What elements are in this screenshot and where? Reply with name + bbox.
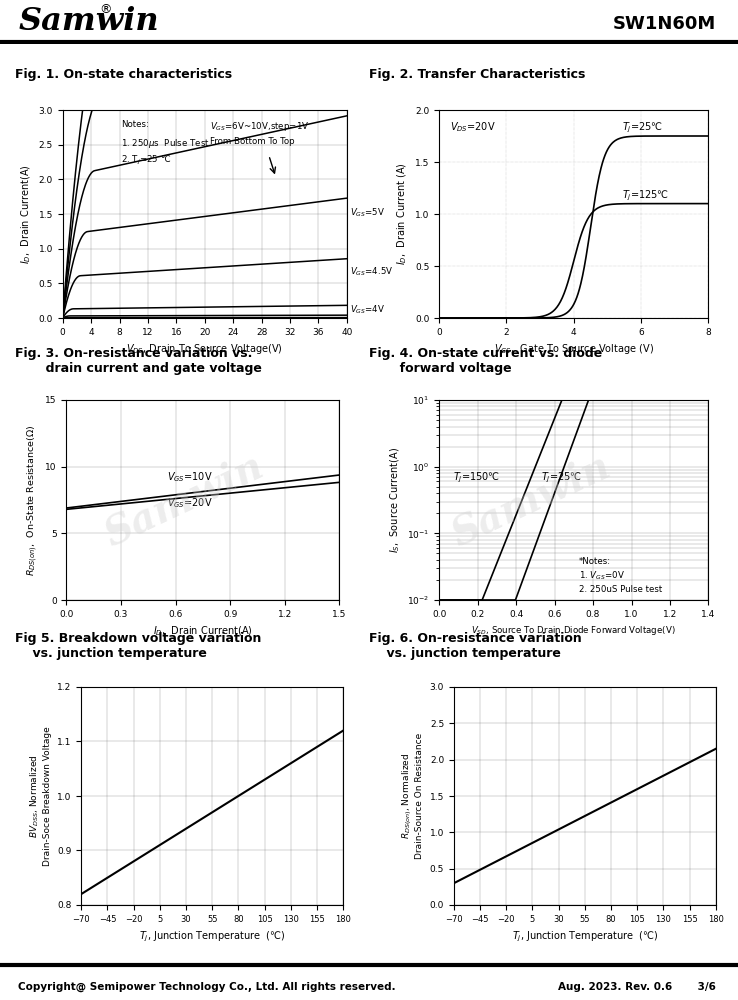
Text: 2. T$_j$=25 ℃: 2. T$_j$=25 ℃ xyxy=(121,154,171,167)
Text: $V_{GS}$=20V: $V_{GS}$=20V xyxy=(168,496,213,510)
Text: Copyright@ Semipower Technology Co., Ltd. All rights reserved.: Copyright@ Semipower Technology Co., Ltd… xyxy=(18,982,396,992)
Text: $V_{GS}$=10V: $V_{GS}$=10V xyxy=(168,470,213,484)
X-axis label: $V_{SD}$, Source To Drain Diode Forward Voltage(V): $V_{SD}$, Source To Drain Diode Forward … xyxy=(472,624,676,637)
Text: $T_j$=125℃: $T_j$=125℃ xyxy=(622,189,669,203)
X-axis label: $V_{DS}$, Drain To Source Voltage(V): $V_{DS}$, Drain To Source Voltage(V) xyxy=(126,342,283,356)
Text: $T_j$=25℃: $T_j$=25℃ xyxy=(622,120,663,135)
Text: $V_{GS}$=6V~10V,step=1V: $V_{GS}$=6V~10V,step=1V xyxy=(210,120,310,133)
Text: 1. $V_{GS}$=0V: 1. $V_{GS}$=0V xyxy=(579,569,625,582)
Text: SW1N60M: SW1N60M xyxy=(613,15,716,33)
X-axis label: $I_D$,  Drain Current(A): $I_D$, Drain Current(A) xyxy=(154,624,252,638)
Text: Samwin: Samwin xyxy=(99,447,270,553)
Text: From Bottom To Top: From Bottom To Top xyxy=(210,137,295,146)
Y-axis label: $I_D$,  Drain Current (A): $I_D$, Drain Current (A) xyxy=(396,163,410,265)
Y-axis label: $I_D$,  Drain Current(A): $I_D$, Drain Current(A) xyxy=(19,164,33,264)
Text: Samwin: Samwin xyxy=(18,6,159,37)
Text: 2. 250uS Pulse test: 2. 250uS Pulse test xyxy=(579,585,663,594)
Text: Notes:: Notes: xyxy=(121,120,149,129)
X-axis label: $V_{GS}$,  Gate To Source Voltage (V): $V_{GS}$, Gate To Source Voltage (V) xyxy=(494,342,654,356)
Text: $T_j$=25℃: $T_j$=25℃ xyxy=(542,470,582,485)
Text: $V_{GS}$=4V: $V_{GS}$=4V xyxy=(351,303,386,316)
Text: $V_{GS}$=4.5V: $V_{GS}$=4.5V xyxy=(351,266,394,278)
Text: Samwin: Samwin xyxy=(446,447,617,553)
Text: $V_{DS}$=20V: $V_{DS}$=20V xyxy=(450,120,496,134)
Text: Fig. 6. On-resistance variation
    vs. junction temperature: Fig. 6. On-resistance variation vs. junc… xyxy=(369,632,582,660)
Text: $T_j$=150℃: $T_j$=150℃ xyxy=(452,470,500,485)
Text: 1. 250$\mu$s  Pulse Test: 1. 250$\mu$s Pulse Test xyxy=(121,137,210,150)
Text: Fig 5. Breakdown voltage variation
    vs. junction temperature: Fig 5. Breakdown voltage variation vs. j… xyxy=(15,632,261,660)
Text: Fig. 3. On-resistance variation vs.
       drain current and gate voltage: Fig. 3. On-resistance variation vs. drai… xyxy=(15,347,262,375)
X-axis label: $T_j$, Junction Temperature  (℃): $T_j$, Junction Temperature (℃) xyxy=(511,929,658,944)
Text: *Notes:: *Notes: xyxy=(579,557,611,566)
X-axis label: $T_j$, Junction Temperature  (℃): $T_j$, Junction Temperature (℃) xyxy=(139,929,286,944)
Text: Aug. 2023. Rev. 0.6       3/6: Aug. 2023. Rev. 0.6 3/6 xyxy=(558,982,716,992)
Text: Fig. 2. Transfer Characteristics: Fig. 2. Transfer Characteristics xyxy=(369,68,585,81)
Text: Fig. 4. On-state current vs. diode
       forward voltage: Fig. 4. On-state current vs. diode forwa… xyxy=(369,347,602,375)
Y-axis label: $R_{DS(on)}$,  On-State Resistance($\Omega$): $R_{DS(on)}$, On-State Resistance($\Omeg… xyxy=(25,424,40,576)
Text: $V_{GS}$=5V: $V_{GS}$=5V xyxy=(351,206,386,219)
Y-axis label: $BV_{DSS}$, Normalized
Drain-Soce Breakdown Voltage: $BV_{DSS}$, Normalized Drain-Soce Breakd… xyxy=(29,726,52,866)
Text: ®: ® xyxy=(100,3,112,16)
Text: Fig. 1. On-state characteristics: Fig. 1. On-state characteristics xyxy=(15,68,232,81)
Y-axis label: $I_S$,  Source Current(A): $I_S$, Source Current(A) xyxy=(388,447,401,553)
Y-axis label: $R_{DS(on)}$, Normalized
Drain-Source On Resistance: $R_{DS(on)}$, Normalized Drain-Source On… xyxy=(400,733,424,859)
